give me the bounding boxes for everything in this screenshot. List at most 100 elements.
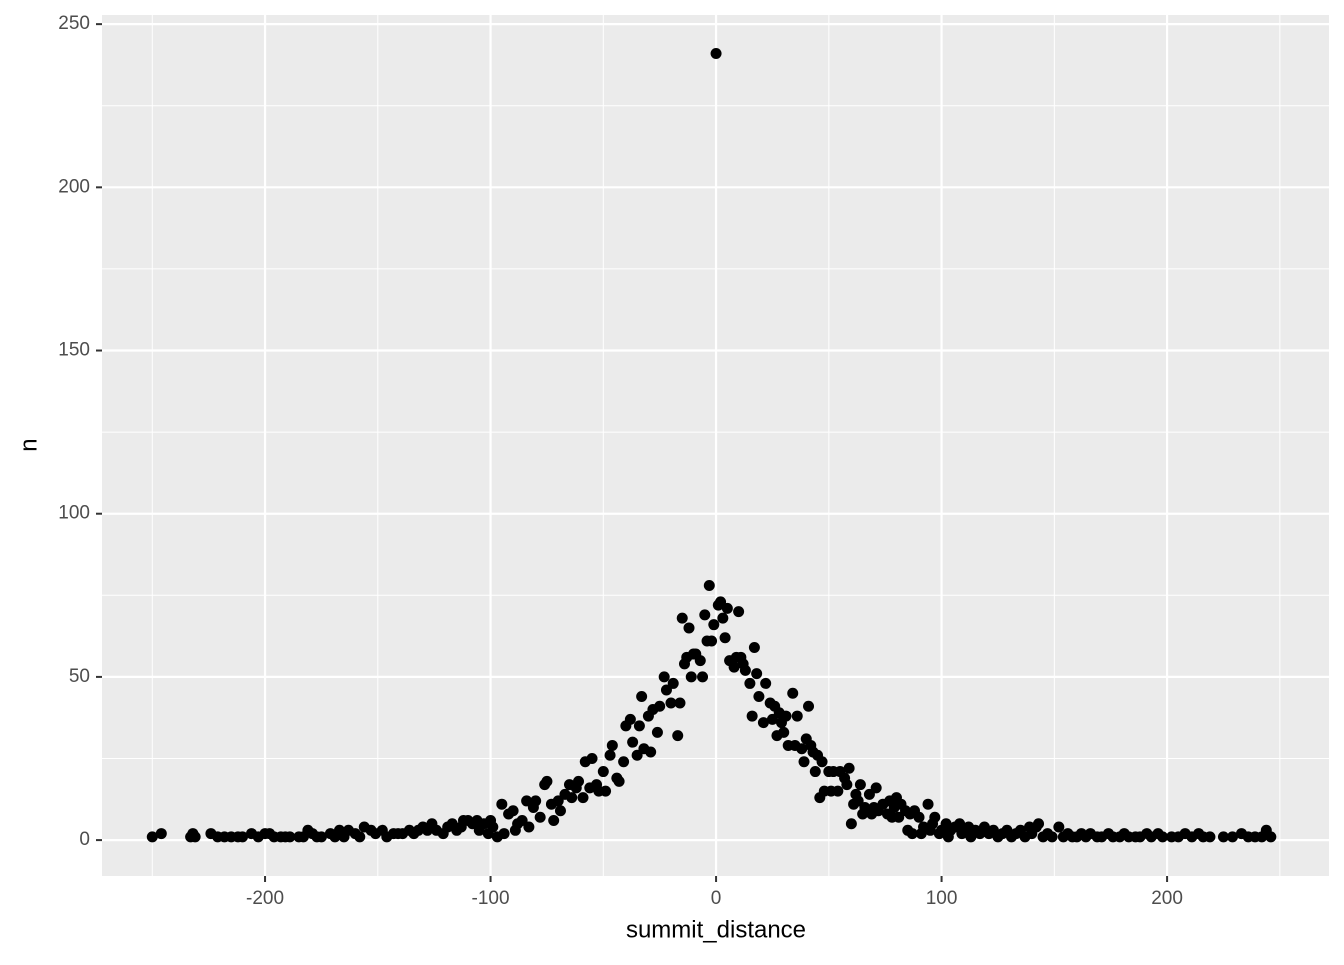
x-tick-label: -100 — [472, 888, 510, 909]
point — [606, 739, 618, 751]
point — [654, 700, 666, 712]
point — [613, 775, 625, 787]
point — [624, 713, 636, 725]
point — [694, 655, 706, 667]
point — [354, 831, 366, 843]
point — [573, 775, 585, 787]
point — [633, 720, 645, 732]
point — [859, 801, 871, 813]
point — [541, 775, 553, 787]
point — [843, 762, 855, 774]
point — [753, 690, 765, 702]
point — [778, 726, 790, 738]
point — [803, 700, 815, 712]
point — [787, 687, 799, 699]
point — [521, 795, 533, 807]
point — [674, 697, 686, 709]
point — [832, 785, 844, 797]
point — [660, 684, 672, 696]
point — [721, 602, 733, 614]
point — [618, 756, 630, 768]
point — [863, 788, 875, 800]
point — [552, 795, 564, 807]
point — [739, 664, 751, 676]
point — [929, 811, 941, 823]
y-tick-label: 0 — [79, 829, 90, 850]
point — [760, 677, 772, 689]
point — [1033, 818, 1045, 830]
point — [676, 612, 688, 624]
point — [604, 749, 616, 761]
point — [523, 821, 535, 833]
point — [854, 779, 866, 791]
x-tick-label: 200 — [1151, 888, 1183, 909]
point — [631, 749, 643, 761]
point — [1046, 831, 1058, 843]
point — [728, 661, 740, 673]
point — [751, 668, 763, 680]
point — [487, 821, 499, 833]
y-tick-label: 150 — [58, 340, 90, 361]
point — [498, 828, 510, 840]
point — [146, 831, 158, 843]
point — [530, 795, 542, 807]
point — [1204, 831, 1216, 843]
point — [597, 766, 609, 778]
point — [1217, 831, 1229, 843]
point — [189, 831, 201, 843]
point — [496, 798, 508, 810]
point — [796, 743, 808, 755]
point — [600, 785, 612, 797]
point — [586, 753, 598, 765]
point — [708, 619, 720, 631]
point — [816, 756, 828, 768]
point — [284, 831, 296, 843]
point — [516, 815, 528, 827]
point — [746, 710, 758, 722]
x-tick-label: 0 — [711, 888, 722, 909]
point — [685, 671, 697, 683]
point — [1265, 831, 1277, 843]
point — [845, 818, 857, 830]
point — [667, 677, 679, 689]
point — [733, 606, 745, 618]
point — [155, 828, 167, 840]
x-axis-title: summit_distance — [626, 916, 806, 943]
point — [554, 805, 566, 817]
point — [645, 746, 657, 758]
point — [913, 811, 925, 823]
point — [699, 609, 711, 621]
point — [548, 815, 560, 827]
point — [766, 713, 778, 725]
point — [1157, 831, 1169, 843]
y-tick-label: 50 — [69, 666, 90, 687]
point — [798, 756, 810, 768]
point — [791, 710, 803, 722]
y-tick-label: 100 — [58, 503, 90, 524]
y-axis-title: n — [15, 438, 42, 451]
point — [780, 710, 792, 722]
point — [315, 831, 327, 843]
y-tick-label: 200 — [58, 176, 90, 197]
point — [672, 730, 684, 742]
point — [706, 635, 718, 647]
point — [757, 717, 769, 729]
point — [1053, 821, 1065, 833]
point — [636, 690, 648, 702]
point — [748, 642, 760, 654]
point — [852, 795, 864, 807]
point — [1226, 831, 1238, 843]
point — [683, 622, 695, 634]
point — [577, 792, 589, 804]
x-tick-label: -200 — [246, 888, 284, 909]
point — [236, 831, 248, 843]
point — [841, 779, 853, 791]
point — [870, 782, 882, 794]
point — [906, 828, 918, 840]
point — [893, 811, 905, 823]
y-tick-label: 250 — [58, 13, 90, 34]
point — [566, 792, 578, 804]
point — [703, 580, 715, 592]
point — [651, 726, 663, 738]
